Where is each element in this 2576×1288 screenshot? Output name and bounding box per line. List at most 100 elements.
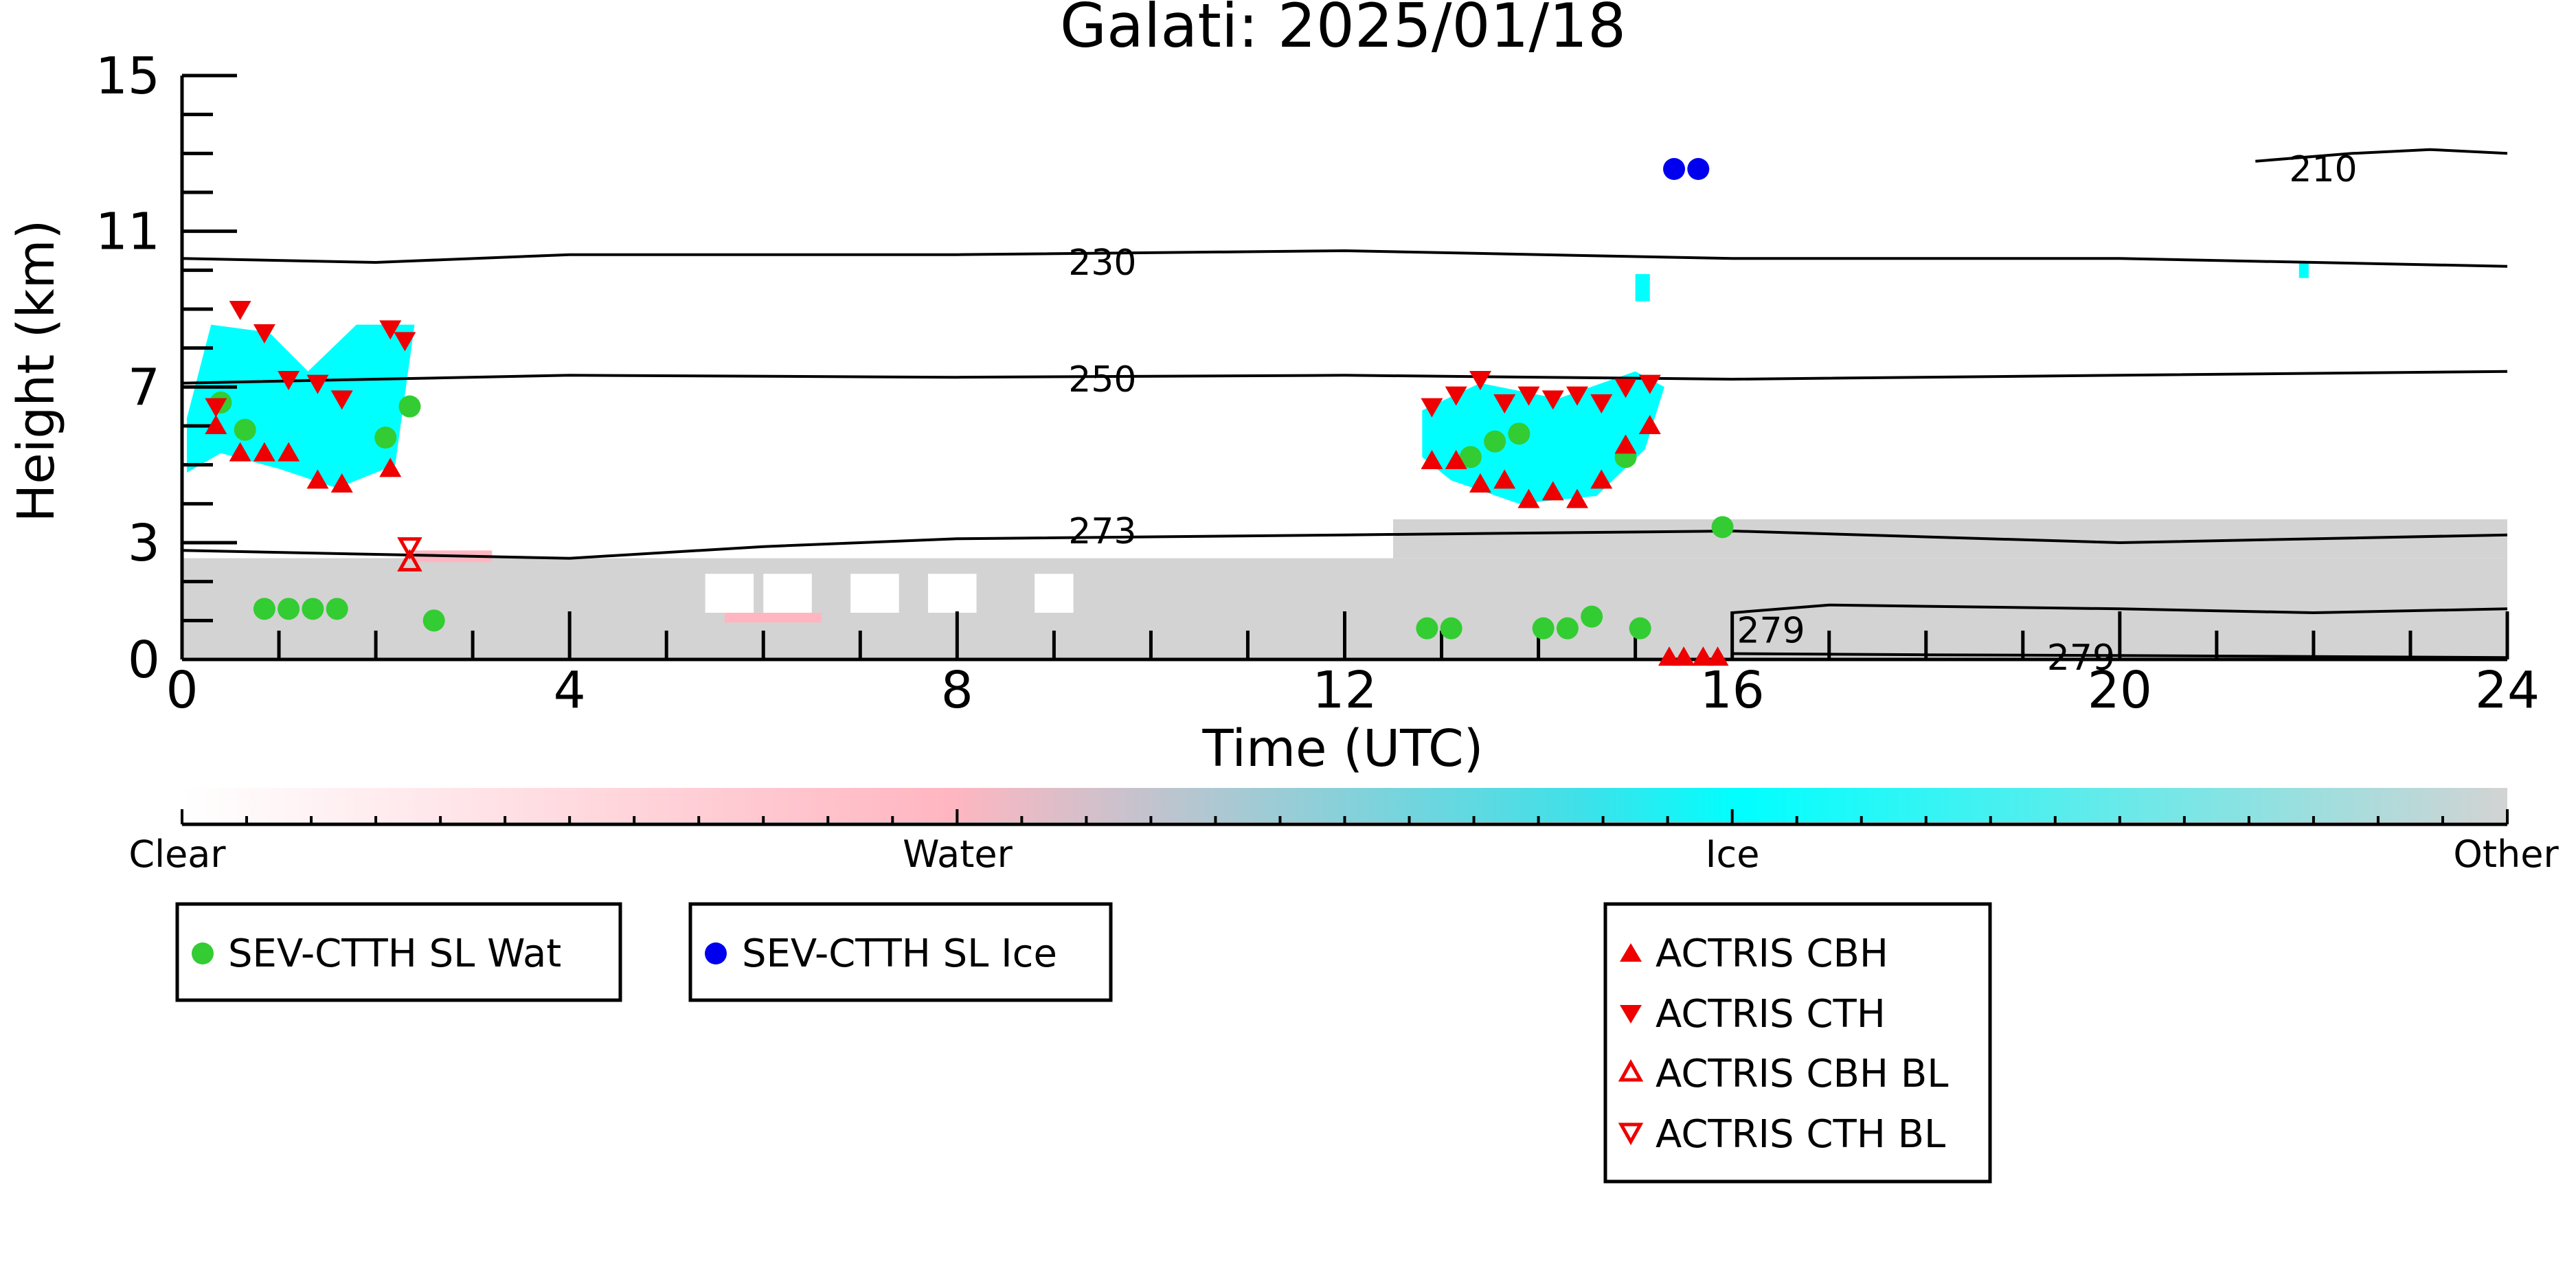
colorbar-label-water: Water	[903, 833, 1013, 876]
field-ice-cloud-morning	[187, 324, 415, 488]
point-sev-ctth-sl-wat	[422, 609, 445, 632]
point-sev-ctth-sl-ice	[1687, 158, 1710, 180]
x-tick-label: 4	[554, 661, 586, 720]
isotherm-line	[181, 249, 2508, 268]
y-tick-label: 11	[95, 203, 160, 262]
y-tick-label: 0	[128, 631, 160, 690]
point-actris-cth	[229, 301, 251, 320]
point-actris-cth-bl	[397, 537, 422, 560]
point-actris-cbh	[1590, 469, 1613, 489]
point-sev-ctth-sl-wat	[326, 598, 348, 620]
field-clear-gap	[928, 574, 977, 613]
legend-label-wat: SEV-CTTH SL Wat	[228, 931, 561, 976]
point-sev-ctth-sl-wat	[1484, 430, 1506, 453]
y-axis-label: Height (km)	[7, 220, 66, 523]
colorbar-label-other: Other	[2453, 833, 2559, 876]
point-actris-cbh	[306, 469, 329, 489]
point-actris-cbh	[1566, 488, 1588, 508]
legend-label-ice: SEV-CTTH SL Ice	[742, 931, 1057, 976]
point-actris-cth	[1445, 386, 1467, 406]
point-actris-cth	[306, 374, 329, 394]
cloud-fields	[182, 262, 2507, 659]
legend-actris: ACTRIS CBH ACTRIS CTH ACTRIS CBH BL ACTR…	[1603, 902, 1992, 1184]
point-actris-cth	[205, 398, 227, 418]
point-actris-cth	[379, 320, 402, 340]
y-tick-label: 15	[95, 47, 160, 106]
isotherm-line	[1732, 603, 2508, 615]
point-sev-ctth-sl-wat	[1440, 617, 1462, 640]
point-actris-cbh	[1541, 481, 1564, 501]
legend-marker-cth	[1620, 1005, 1642, 1024]
isotherm-line	[2255, 148, 2508, 163]
point-actris-cbh	[278, 442, 300, 462]
isotherm-label: 210	[2289, 149, 2357, 190]
axes: 0 3 7 11 15 0 4 8 12 16 20 24	[95, 47, 2540, 720]
x-tick-label: 16	[1700, 661, 1765, 720]
point-actris-cth	[330, 390, 353, 410]
point-sev-ctth-sl-wat	[1508, 422, 1530, 445]
isotherm-label: 279	[1737, 611, 1805, 652]
legend-ice: SEV-CTTH SL Ice	[688, 902, 1113, 1002]
point-actris-cth	[1493, 394, 1516, 414]
colorbar-ticks	[181, 809, 2509, 824]
isotherm-label: 230	[1068, 242, 1136, 284]
point-sev-ctth-sl-wat	[1629, 617, 1651, 640]
x-tick-label: 0	[166, 661, 198, 720]
point-sev-ctth-sl-wat	[234, 418, 256, 441]
x-axis-label: Time (UTC)	[1201, 719, 1483, 778]
point-sev-ctth-sl-wat	[278, 598, 300, 620]
legend-label-cbh: ACTRIS CBH	[1656, 931, 1888, 976]
isotherm-label: 273	[1068, 511, 1136, 552]
point-actris-cbh	[1673, 646, 1695, 666]
field-water-strip	[724, 613, 822, 623]
field-clear-gap	[763, 574, 812, 613]
colorbar-label-ice: Ice	[1706, 833, 1760, 876]
point-actris-cth	[1421, 398, 1443, 418]
point-actris-cbh	[205, 415, 227, 434]
point-actris-cbh	[1517, 488, 1540, 508]
y-tick-label: 3	[128, 514, 160, 573]
data-markers	[205, 158, 1734, 666]
point-actris-cbh-bl	[397, 549, 422, 572]
isotherm-label: 250	[1068, 359, 1136, 400]
x-tick-label: 24	[2475, 661, 2540, 720]
point-sev-ctth-sl-wat	[1416, 617, 1438, 640]
legend-label-cth-bl: ACTRIS CTH BL	[1656, 1112, 1945, 1157]
y-tick-label: 7	[128, 358, 160, 417]
point-actris-cth	[1614, 379, 1637, 398]
point-actris-cth	[278, 371, 300, 390]
point-actris-cbh	[1469, 473, 1491, 493]
legend-label-cbh-bl: ACTRIS CBH BL	[1656, 1052, 1948, 1096]
point-sev-ctth-sl-wat	[398, 395, 421, 418]
point-sev-ctth-sl-wat	[302, 598, 324, 620]
point-sev-ctth-sl-wat	[1581, 605, 1603, 628]
x-tick-label: 12	[1312, 661, 1377, 720]
field-clear-gap	[705, 574, 754, 613]
point-sev-ctth-sl-wat	[1532, 617, 1555, 640]
point-actris-cbh	[253, 442, 275, 462]
field-clear-gap	[1035, 574, 1074, 613]
point-actris-cth	[1566, 386, 1588, 406]
point-actris-cbh	[379, 457, 402, 477]
colorbar-label-clear: Clear	[128, 833, 226, 876]
point-actris-cth	[1590, 394, 1613, 414]
point-actris-cth	[1469, 371, 1491, 390]
point-actris-cbh	[1445, 450, 1467, 469]
chart-title: Galati: 2025/01/18	[1060, 0, 1626, 61]
legend-wat: SEV-CTTH SL Wat	[175, 902, 622, 1002]
point-actris-cbh	[330, 473, 353, 493]
field-ice-patch	[1635, 274, 1650, 302]
x-tick-label: 20	[2088, 661, 2152, 720]
point-sev-ctth-sl-ice	[1663, 158, 1686, 180]
legend-marker-cth-bl	[1618, 1122, 1644, 1146]
legend-marker-ice	[705, 942, 727, 964]
point-actris-cbh	[229, 442, 251, 462]
field-clear-gap	[850, 574, 899, 613]
isotherm-line	[181, 370, 2508, 385]
point-actris-cth	[1517, 386, 1540, 406]
point-actris-cbh	[1706, 646, 1729, 666]
x-tick-label: 8	[941, 661, 973, 720]
isotherm-line	[181, 529, 2508, 560]
